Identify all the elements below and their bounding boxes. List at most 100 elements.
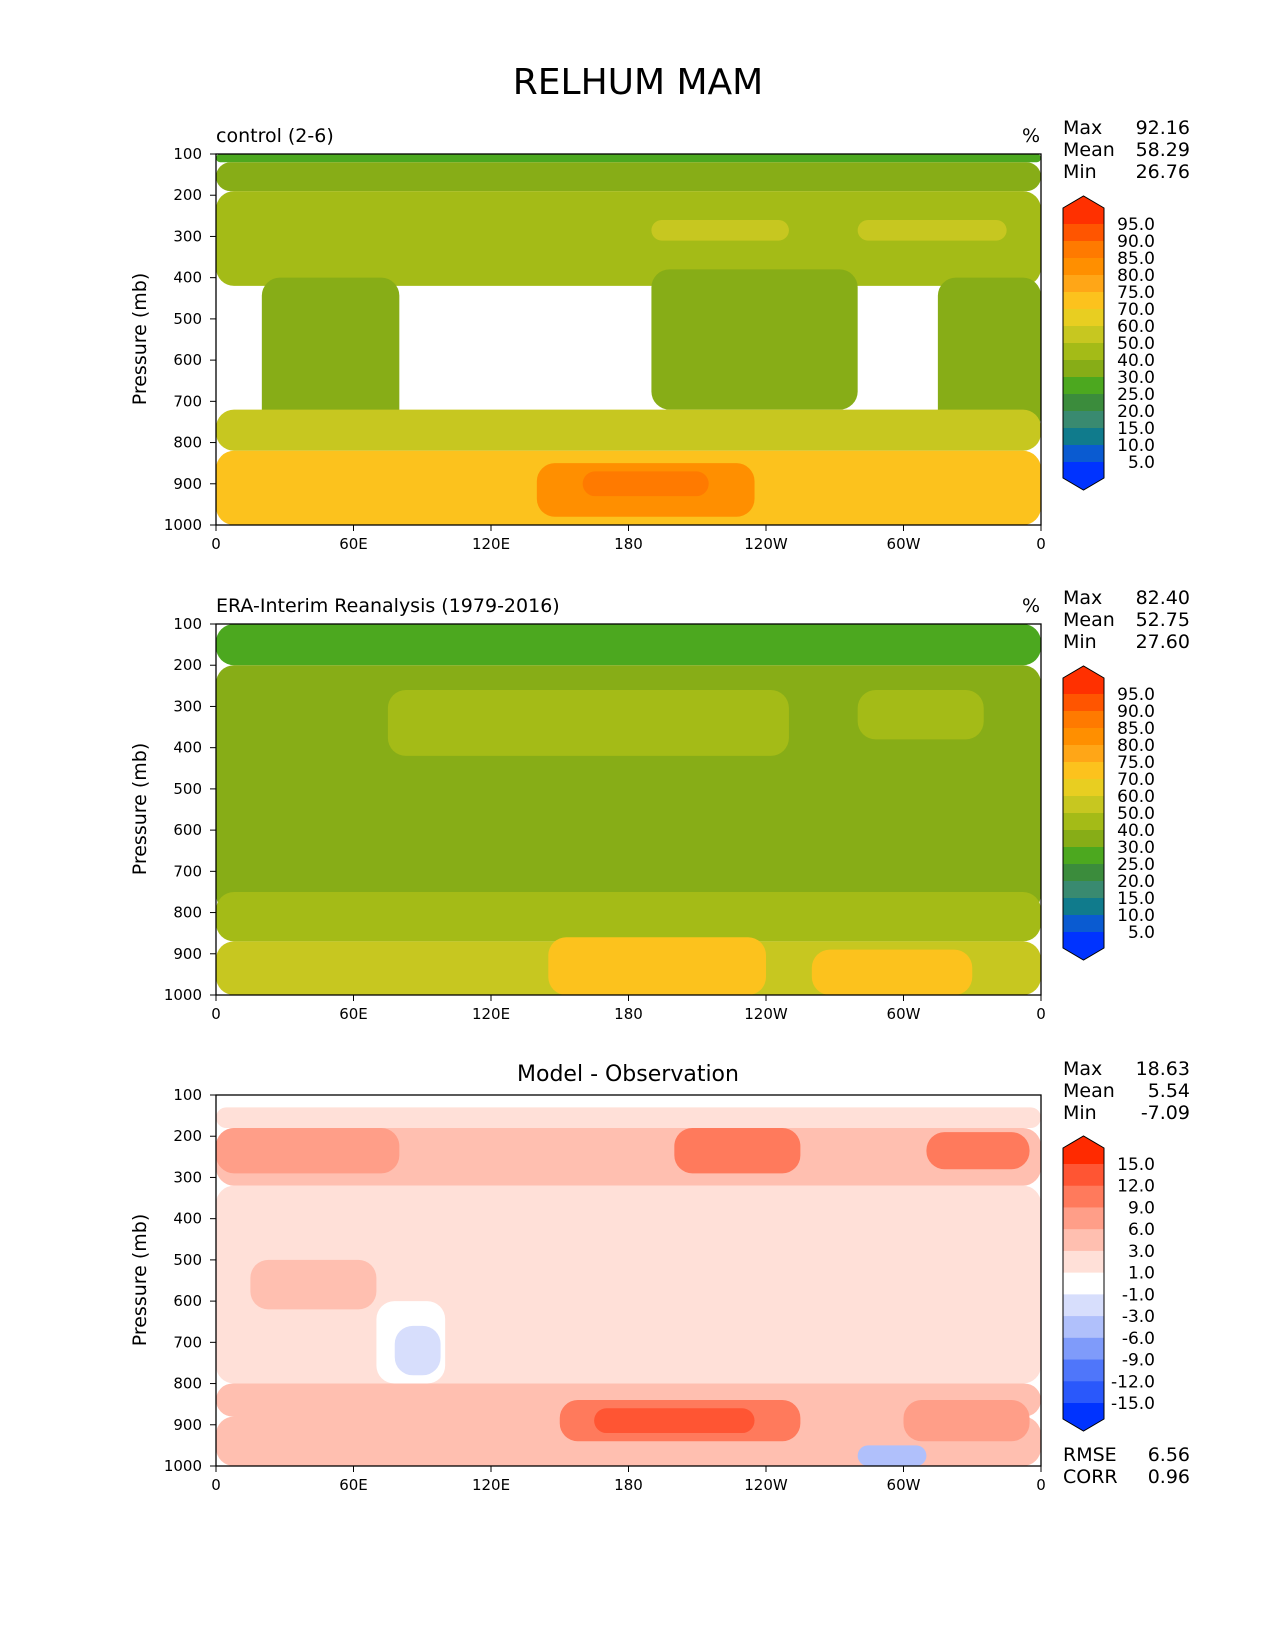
panel-title: Model - Observation xyxy=(517,1062,739,1087)
x-tick-label: 120E xyxy=(472,1005,510,1023)
colorbar-band xyxy=(1063,1229,1104,1252)
colorbar-band xyxy=(1063,1272,1104,1295)
contour-field xyxy=(216,154,1041,525)
contour-field xyxy=(216,624,1041,995)
colorbar-band xyxy=(1063,428,1104,446)
contour-region xyxy=(216,1107,1041,1128)
y-tick-label: 1000 xyxy=(164,986,202,1004)
colorbar-label: 60.0 xyxy=(1117,787,1155,807)
colorbar-label: 40.0 xyxy=(1117,821,1155,841)
stat-value: 58.29 xyxy=(1136,139,1190,161)
x-axis: 0 60E 120E 180 120W 60W 0 xyxy=(211,525,1046,553)
y-tick-label: 400 xyxy=(173,739,202,757)
colorbar-label: 85.0 xyxy=(1117,719,1155,739)
colorbar-band xyxy=(1063,258,1104,276)
colorbar-label: 75.0 xyxy=(1117,283,1155,303)
stat-value: 52.75 xyxy=(1136,609,1190,631)
contour-region xyxy=(261,277,400,435)
colorbar-band xyxy=(1063,830,1104,848)
x-tick-label: 0 xyxy=(1036,1005,1046,1023)
contour-region xyxy=(903,1400,1030,1442)
y-tick-label: 500 xyxy=(173,310,202,328)
colorbar-label: 20.0 xyxy=(1117,872,1155,892)
stats-block: Max 82.40 Mean 52.75 Min 27.60 xyxy=(1063,587,1190,653)
colorbar-label: -6.0 xyxy=(1122,1329,1155,1349)
colorbar-band xyxy=(1063,847,1104,865)
x-tick-label: 60W xyxy=(887,535,921,553)
units-label: % xyxy=(1022,595,1040,617)
colorbar-label: 70.0 xyxy=(1117,770,1155,790)
y-axis: 100 200 300 400 500 600 700 800 900 1000 xyxy=(164,145,216,534)
colorbar-label: 80.0 xyxy=(1117,736,1155,756)
colorbar-label: 10.0 xyxy=(1117,436,1155,456)
colorbar-band xyxy=(1063,445,1104,463)
contour-region xyxy=(216,154,1041,163)
contour-region xyxy=(216,191,1041,286)
x-tick-label: 120W xyxy=(744,535,788,553)
contour-region xyxy=(387,689,789,756)
contour-region xyxy=(216,162,1041,192)
stat-value: 92.16 xyxy=(1136,117,1190,139)
y-tick-label: 100 xyxy=(173,145,202,163)
y-tick-label: 300 xyxy=(173,697,202,715)
x-tick-label: 0 xyxy=(211,1476,221,1494)
units-label: % xyxy=(1022,125,1040,147)
colorbar-label: 90.0 xyxy=(1117,702,1155,722)
colorbar-label: 75.0 xyxy=(1117,753,1155,773)
y-tick-label: 600 xyxy=(173,1292,202,1310)
colorbar-band xyxy=(1063,779,1104,797)
colorbar-band xyxy=(1063,711,1104,729)
colorbar-label: 25.0 xyxy=(1117,855,1155,875)
colorbar-label: 95.0 xyxy=(1117,685,1155,705)
colorbar-band xyxy=(1063,915,1104,933)
y-tick-label: 400 xyxy=(173,269,202,287)
y-axis-label: Pressure (mb) xyxy=(129,1214,151,1347)
y-tick-label: 500 xyxy=(173,1251,202,1269)
contour-region xyxy=(857,689,984,740)
contour-region xyxy=(548,937,766,995)
contour-region xyxy=(394,1325,441,1376)
y-tick-label: 800 xyxy=(173,1375,202,1393)
skill-scores: RMSE 6.56 CORR 0.96 xyxy=(1063,1444,1190,1488)
colorbar-extend-min xyxy=(1063,1403,1104,1431)
contour-region xyxy=(216,1127,400,1174)
y-tick-label: 700 xyxy=(173,1333,202,1351)
y-tick-label: 300 xyxy=(173,227,202,245)
colorbar-label: 15.0 xyxy=(1117,1155,1155,1175)
colorbar: 95.090.085.080.075.070.060.050.040.030.0… xyxy=(1062,195,1155,491)
contour-region xyxy=(926,1132,1030,1170)
colorbar-band xyxy=(1063,275,1104,293)
colorbar-label: -12.0 xyxy=(1111,1372,1155,1392)
y-tick-label: 700 xyxy=(173,862,202,880)
stat-value: -7.09 xyxy=(1141,1102,1190,1124)
x-tick-label: 0 xyxy=(211,535,221,553)
x-tick-label: 60E xyxy=(339,1005,368,1023)
contour-region xyxy=(250,1259,377,1310)
y-tick-label: 800 xyxy=(173,904,202,922)
contour-field xyxy=(216,1095,1041,1466)
contour-region xyxy=(216,1095,1041,1108)
x-tick-label: 180 xyxy=(614,1005,643,1023)
stat-label: Max xyxy=(1063,117,1102,139)
y-tick-label: 200 xyxy=(173,186,202,204)
contour-region xyxy=(674,1127,801,1174)
stat-value: 6.56 xyxy=(1148,1444,1190,1466)
y-tick-label: 500 xyxy=(173,780,202,798)
stat-label: Max xyxy=(1063,587,1102,609)
colorbar-label: 15.0 xyxy=(1117,889,1155,909)
colorbar-label: -3.0 xyxy=(1122,1307,1155,1327)
stat-label: Min xyxy=(1063,1102,1097,1124)
colorbar-band xyxy=(1063,377,1104,395)
stat-value: 5.54 xyxy=(1148,1080,1190,1102)
colorbar-outline xyxy=(1062,195,1105,491)
y-tick-label: 100 xyxy=(173,615,202,633)
contour-region xyxy=(216,891,1041,942)
colorbar-band xyxy=(1063,694,1104,712)
stat-label: RMSE xyxy=(1063,1444,1117,1466)
stats-block: Max 18.63 Mean 5.54 Min -7.09 xyxy=(1063,1058,1190,1124)
contour-region xyxy=(811,949,973,995)
contour-region xyxy=(651,219,789,241)
x-tick-label: 0 xyxy=(211,1005,221,1023)
contour-region xyxy=(857,1445,927,1466)
contour-region xyxy=(216,1127,1041,1186)
